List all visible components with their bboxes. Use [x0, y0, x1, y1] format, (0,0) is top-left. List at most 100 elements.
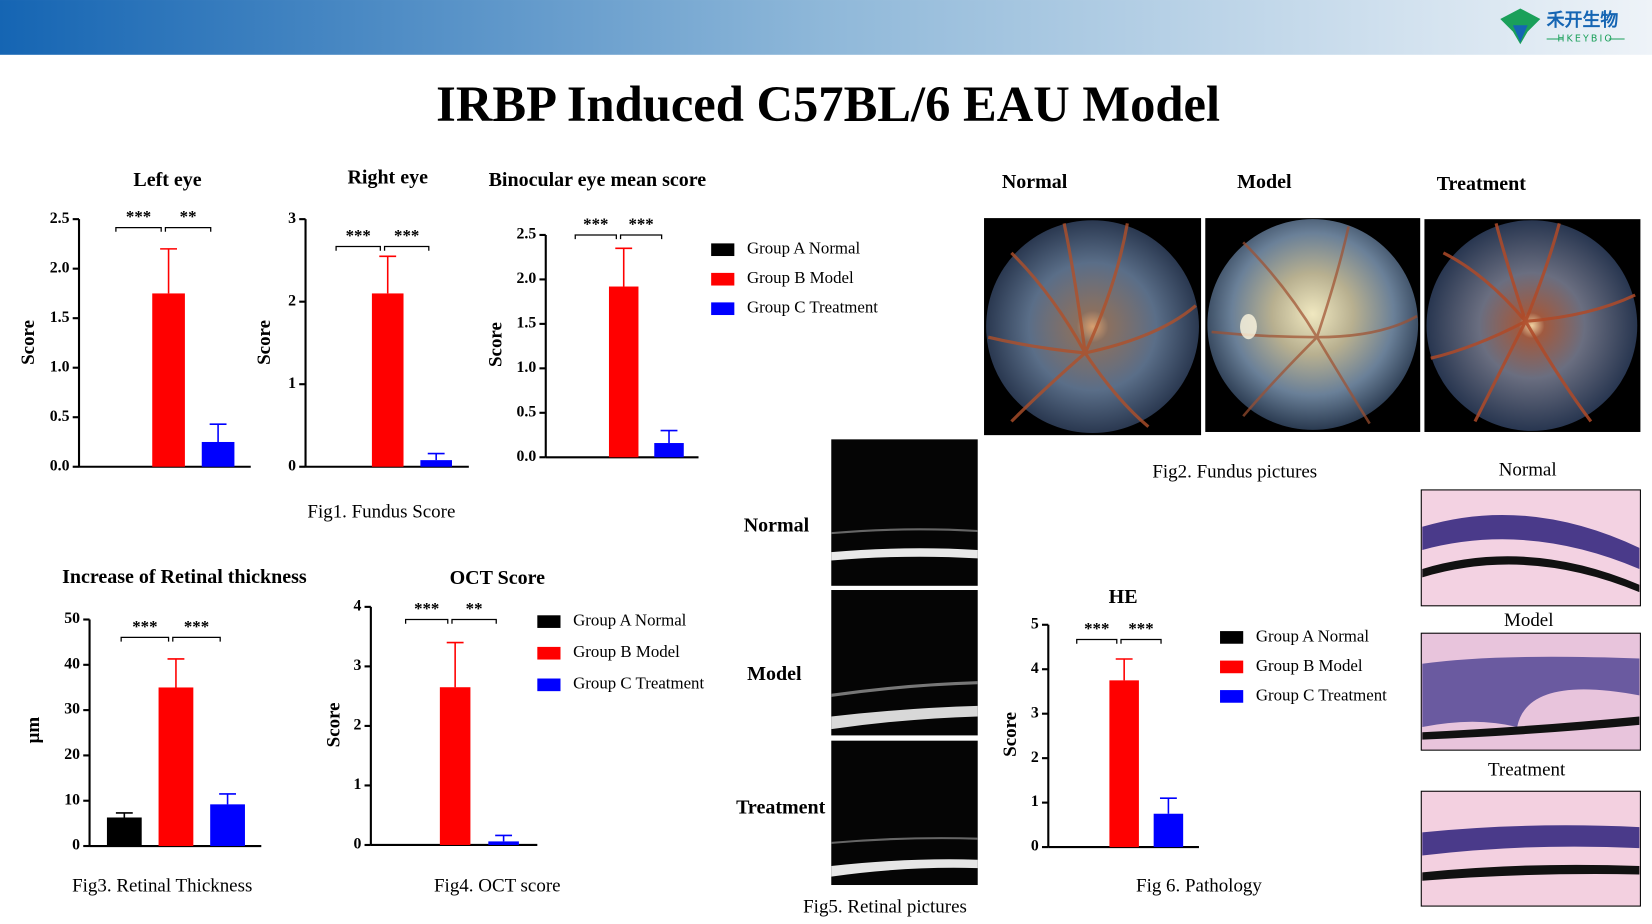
caption: Fig2. Fundus pictures	[1152, 461, 1317, 482]
oct-images	[831, 439, 978, 886]
error-bar	[167, 658, 185, 688]
bar	[371, 293, 404, 467]
error-bar	[1115, 658, 1133, 681]
significance-bracket	[1120, 638, 1162, 644]
y-tick-label: 1	[1031, 793, 1039, 810]
bar	[488, 841, 519, 845]
y-tick-label: 0	[288, 457, 296, 474]
y-axis-label: Score	[486, 322, 507, 367]
legend-swatch	[1220, 660, 1244, 674]
legend-label: Group B Model	[1256, 656, 1363, 675]
y-tick-label: 10	[64, 791, 80, 808]
error-bar	[219, 793, 236, 805]
y-axis-label: Score	[254, 320, 275, 365]
y-tick-label: 2.0	[517, 270, 537, 287]
legend-label: Group B Model	[747, 268, 854, 287]
significance-bracket	[1076, 638, 1118, 644]
bar	[210, 804, 245, 847]
y-tick-label: 1	[353, 776, 361, 793]
y-tick-label: 2.0	[50, 259, 70, 276]
significance-label: ***	[346, 226, 371, 245]
significance-label: ***	[184, 617, 209, 636]
bar	[201, 441, 235, 467]
error-bar	[209, 423, 227, 442]
significance-label: **	[180, 207, 197, 226]
legend-swatch	[711, 243, 735, 257]
bar	[439, 687, 471, 845]
y-axis-label: Score	[323, 702, 344, 747]
y-tick-label: 1	[288, 375, 296, 392]
logo-sub: HKEYBIO	[1557, 33, 1614, 44]
significance-label: ***	[132, 617, 157, 636]
image-label: Treatment	[1437, 173, 1527, 195]
y-tick-label: 0.0	[50, 457, 70, 474]
y-tick-label: 3	[288, 210, 296, 227]
y-tick-label: 0.5	[517, 403, 537, 420]
significance-label: ***	[1128, 619, 1153, 638]
y-tick-label: 3	[1031, 704, 1039, 721]
bar	[158, 687, 194, 847]
y-tick-label: 1.5	[50, 309, 70, 326]
y-tick-label: 1.0	[50, 358, 70, 375]
bar	[152, 293, 185, 467]
error-bar	[495, 834, 513, 842]
y-tick-label: 2.5	[517, 226, 537, 243]
legend-label: Group B Model	[573, 642, 680, 661]
image-label: Model	[747, 663, 802, 685]
error-bar	[427, 452, 445, 461]
bar	[1109, 680, 1139, 848]
significance-label: ***	[628, 214, 653, 233]
significance-label: **	[466, 599, 483, 618]
error-bar	[660, 429, 678, 444]
significance-bracket	[574, 234, 617, 240]
chart-title: OCT Score	[450, 567, 545, 589]
legend-swatch	[711, 272, 735, 286]
image-label: Normal	[1499, 459, 1557, 480]
legend-swatch	[1220, 690, 1244, 703]
y-axis-label: Score	[18, 320, 39, 365]
y-axis-label: μm	[23, 717, 44, 744]
y-tick-label: 5	[1031, 615, 1039, 632]
y-tick-label: 3	[353, 657, 361, 674]
caption: Fig1. Fundus Score	[307, 501, 455, 522]
error-bar	[615, 247, 633, 287]
legend-label: Group A Normal	[1256, 626, 1370, 645]
bar	[420, 460, 452, 467]
chart-title: Right eye	[347, 167, 428, 189]
image-label: Model	[1237, 171, 1292, 193]
y-tick-label: 2.5	[50, 210, 70, 227]
error-bar	[1159, 797, 1177, 814]
logo-name: 禾开生物	[1547, 9, 1619, 31]
y-tick-label: 2	[1031, 749, 1039, 766]
error-bar	[446, 641, 464, 688]
y-tick-label: 50	[64, 610, 80, 627]
chart-title: Left eye	[133, 169, 201, 191]
significance-label: ***	[414, 599, 439, 618]
pathology-images	[1420, 489, 1641, 907]
caption: Fig5. Retinal pictures	[803, 897, 967, 918]
y-tick-label: 0	[1031, 838, 1039, 855]
caption: Fig 6. Pathology	[1136, 875, 1262, 896]
y-tick-label: 1.5	[517, 315, 537, 332]
significance-label: ***	[394, 226, 419, 245]
bar	[1153, 813, 1184, 848]
legend-label: Group C Treatment	[573, 674, 704, 693]
image-label: Normal	[1002, 171, 1068, 193]
significance-label: ***	[126, 207, 151, 226]
legend-swatch	[711, 302, 735, 316]
legend-label: Group C Treatment	[1256, 685, 1387, 704]
y-tick-label: 30	[64, 701, 80, 718]
image-label: Model	[1504, 610, 1553, 631]
y-tick-label: 0.0	[517, 448, 537, 465]
significance-bracket	[115, 226, 162, 232]
legend-swatch	[537, 615, 561, 628]
chart-title: Binocular eye mean score	[489, 169, 707, 191]
caption: Fig3. Retinal Thickness	[72, 875, 252, 896]
error-bar	[379, 255, 397, 294]
fundus-images	[984, 218, 1641, 436]
chart-title: Increase of Retinal thickness	[62, 566, 307, 588]
image-label: Treatment	[736, 797, 826, 819]
significance-bracket	[451, 618, 497, 624]
significance-label: ***	[583, 214, 608, 233]
